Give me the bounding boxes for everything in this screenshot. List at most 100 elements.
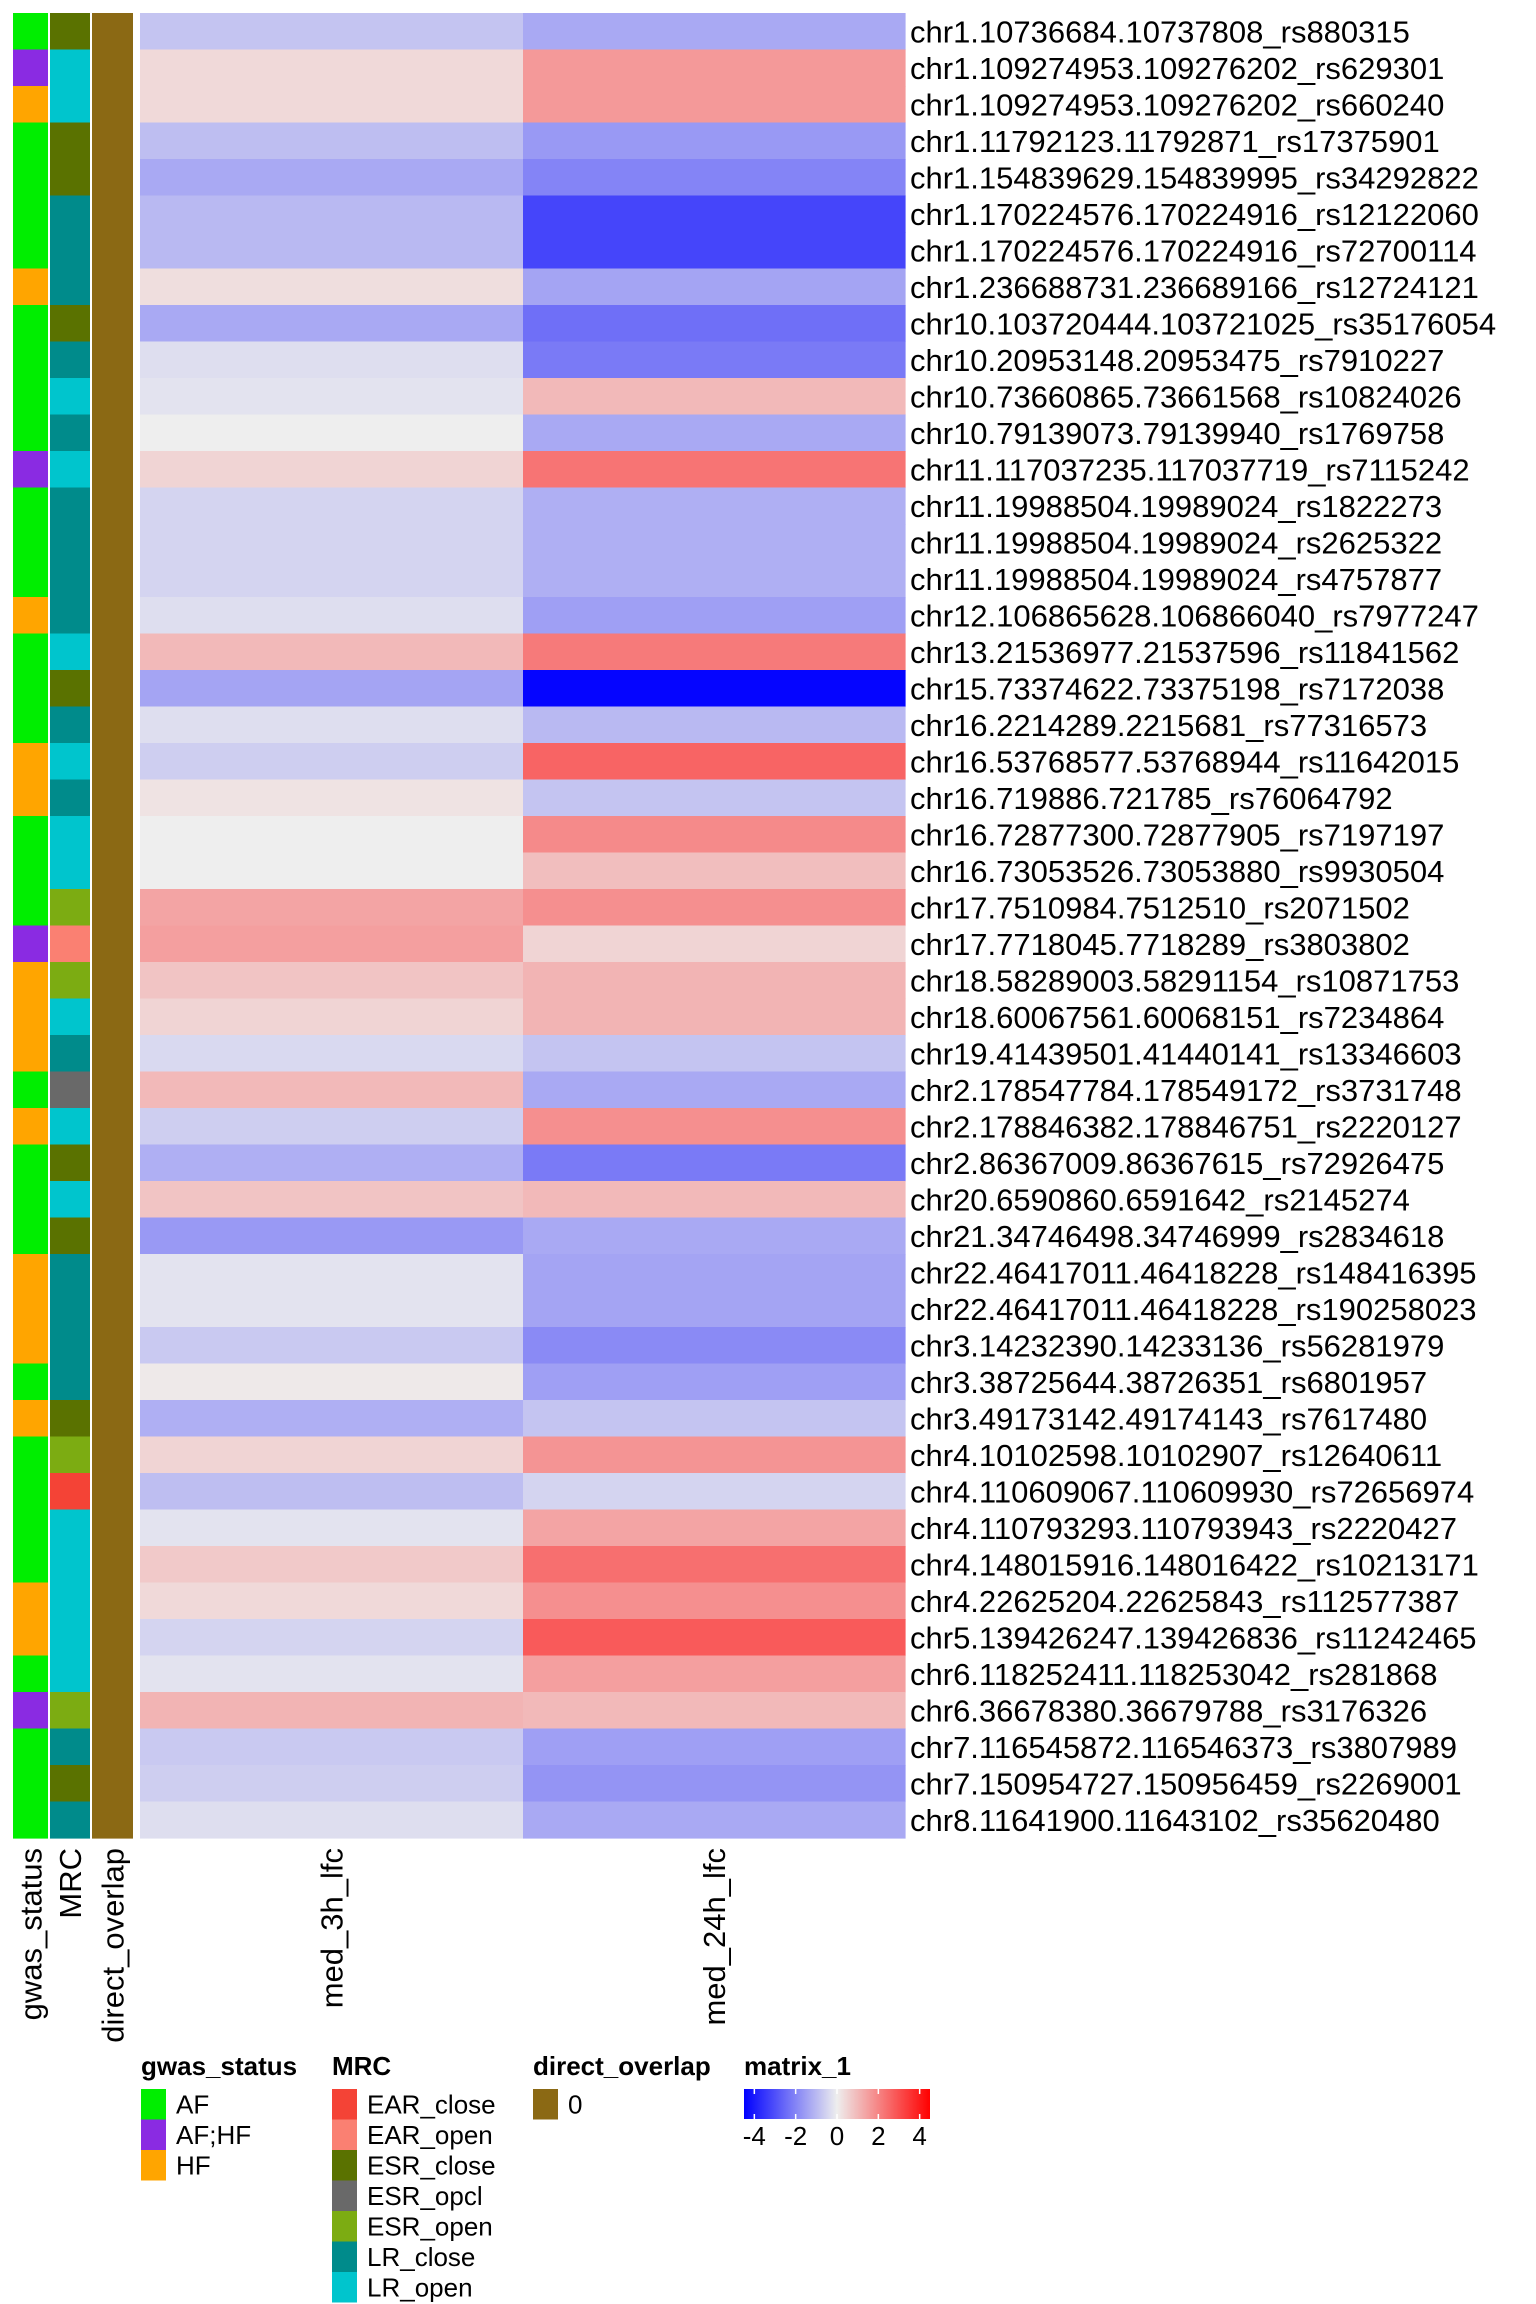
- legend-mrc-label: EAR_close: [367, 2089, 496, 2119]
- heatmap-cell: [140, 305, 524, 343]
- heatmap-cell: [140, 49, 524, 87]
- mrc-cell: [50, 524, 90, 562]
- col-label-mrc: MRC: [53, 1848, 88, 1919]
- gwas-cell: [13, 743, 48, 781]
- legend-gwas-status-swatch: [141, 2119, 166, 2150]
- gwas-cell: [13, 1765, 48, 1803]
- mrc-cell: [50, 378, 90, 416]
- heatmap-cell: [523, 414, 906, 452]
- heatmap-cell: [140, 1619, 524, 1657]
- row-label: chr21.34746498.34746999_rs2834618: [910, 1219, 1444, 1254]
- row-label: chr16.73053526.73053880_rs9930504: [910, 854, 1444, 889]
- gwas-cell: [13, 1582, 48, 1620]
- mrc-cell: [50, 560, 90, 598]
- legend-mrc-swatch: [332, 2180, 357, 2211]
- heatmap-cell: [140, 925, 524, 963]
- overlap-cell: [92, 13, 133, 51]
- heatmap-cell: [523, 1181, 906, 1219]
- overlap-cell: [92, 341, 133, 379]
- heatmap-cell: [140, 1546, 524, 1584]
- mrc-cell: [50, 1801, 90, 1839]
- overlap-cell: [92, 1254, 133, 1292]
- gwas-cell: [13, 13, 48, 51]
- gwas-cell: [13, 487, 48, 525]
- col-label-gwas-status: gwas_status: [14, 1848, 49, 2020]
- row-label: chr16.719886.721785_rs76064792: [910, 781, 1393, 816]
- heatmap-cell: [523, 232, 906, 270]
- heatmap-cell: [140, 560, 524, 598]
- mrc-cell: [50, 1765, 90, 1803]
- overlap-cell: [92, 268, 133, 306]
- heatmap-cell: [523, 378, 906, 416]
- heatmap-cell: [140, 706, 524, 744]
- heatmap-cell: [523, 1400, 906, 1438]
- heatmap-cell: [523, 451, 906, 489]
- gwas-cell: [13, 159, 48, 197]
- heatmap-cell: [140, 414, 524, 452]
- heatmap-cell: [140, 1692, 524, 1730]
- gwas-cell: [13, 1363, 48, 1401]
- heatmap-cell: [140, 1217, 524, 1255]
- row-label: chr1.10736684.10737808_rs880315: [910, 14, 1410, 49]
- heatmap-cell: [523, 1035, 906, 1073]
- overlap-cell: [92, 86, 133, 124]
- row-label: chr1.109274953.109276202_rs660240: [910, 87, 1444, 122]
- mrc-cell: [50, 743, 90, 781]
- row-label: chr13.21536977.21537596_rs11841562: [910, 635, 1459, 670]
- gwas-cell: [13, 1692, 48, 1730]
- heatmap-cell: [140, 195, 524, 233]
- mrc-cell: [50, 1728, 90, 1766]
- gwas-cell: [13, 122, 48, 160]
- mrc-cell: [50, 1400, 90, 1438]
- gwas-cell: [13, 597, 48, 635]
- row-label: chr3.49173142.49174143_rs7617480: [910, 1401, 1427, 1436]
- overlap-cell: [92, 1327, 133, 1365]
- row-label: chr11.19988504.19989024_rs2625322: [910, 525, 1442, 560]
- overlap-cell: [92, 560, 133, 598]
- gwas-cell: [13, 1400, 48, 1438]
- overlap-cell: [92, 816, 133, 854]
- row-label: chr10.73660865.73661568_rs10824026: [910, 379, 1462, 414]
- legend-gwas-status-swatch: [141, 2150, 166, 2181]
- row-label: chr1.11792123.11792871_rs17375901: [910, 124, 1440, 159]
- gwas-cell: [13, 852, 48, 890]
- mrc-cell: [50, 1473, 90, 1511]
- legend-gwas-status-label: HF: [176, 2150, 211, 2180]
- overlap-cell: [92, 1400, 133, 1438]
- heatmap-cell: [140, 451, 524, 489]
- heatmap-cell: [140, 268, 524, 306]
- legend-mrc-swatch: [332, 2150, 357, 2181]
- heatmap-cell: [523, 1619, 906, 1657]
- heatmap-cell: [140, 779, 524, 817]
- legend-mrc-label: ESR_opcl: [367, 2181, 483, 2211]
- heatmap-cell: [523, 524, 906, 562]
- mrc-cell: [50, 816, 90, 854]
- heatmap-cell: [523, 670, 906, 708]
- row-labels: chr1.10736684.10737808_rs880315 chr1.1092…: [910, 14, 1496, 1838]
- heatmap-cell: [140, 341, 524, 379]
- row-label: chr2.178547784.178549172_rs3731748: [910, 1073, 1462, 1108]
- gwas-cell: [13, 1655, 48, 1693]
- mrc-cell: [50, 1363, 90, 1401]
- overlap-cell: [92, 1181, 133, 1219]
- legend-mrc-label: ESR_close: [367, 2150, 496, 2180]
- legend-matrix-tick-label: -2: [784, 2121, 807, 2151]
- gwas-cell: [13, 305, 48, 343]
- overlap-cell: [92, 1217, 133, 1255]
- mrc-cell: [50, 889, 90, 927]
- heatmap-cell: [523, 998, 906, 1036]
- heatmap-cell: [523, 268, 906, 306]
- heatmap-cell: [523, 633, 906, 671]
- gwas-cell: [13, 1327, 48, 1365]
- row-label: chr1.170224576.170224916_rs72700114: [910, 233, 1477, 268]
- row-label: chr22.46417011.46418228_rs148416395: [910, 1255, 1477, 1290]
- overlap-cell: [92, 1728, 133, 1766]
- heatmap-cell: [523, 1071, 906, 1109]
- heatmap-cell: [523, 1692, 906, 1730]
- heatmap-cell: [140, 816, 524, 854]
- heatmap-cell: [523, 305, 906, 343]
- row-label: chr19.41439501.41440141_rs13346603: [910, 1036, 1462, 1071]
- mrc-cell: [50, 1582, 90, 1620]
- row-label: chr16.2214289.2215681_rs77316573: [910, 708, 1427, 743]
